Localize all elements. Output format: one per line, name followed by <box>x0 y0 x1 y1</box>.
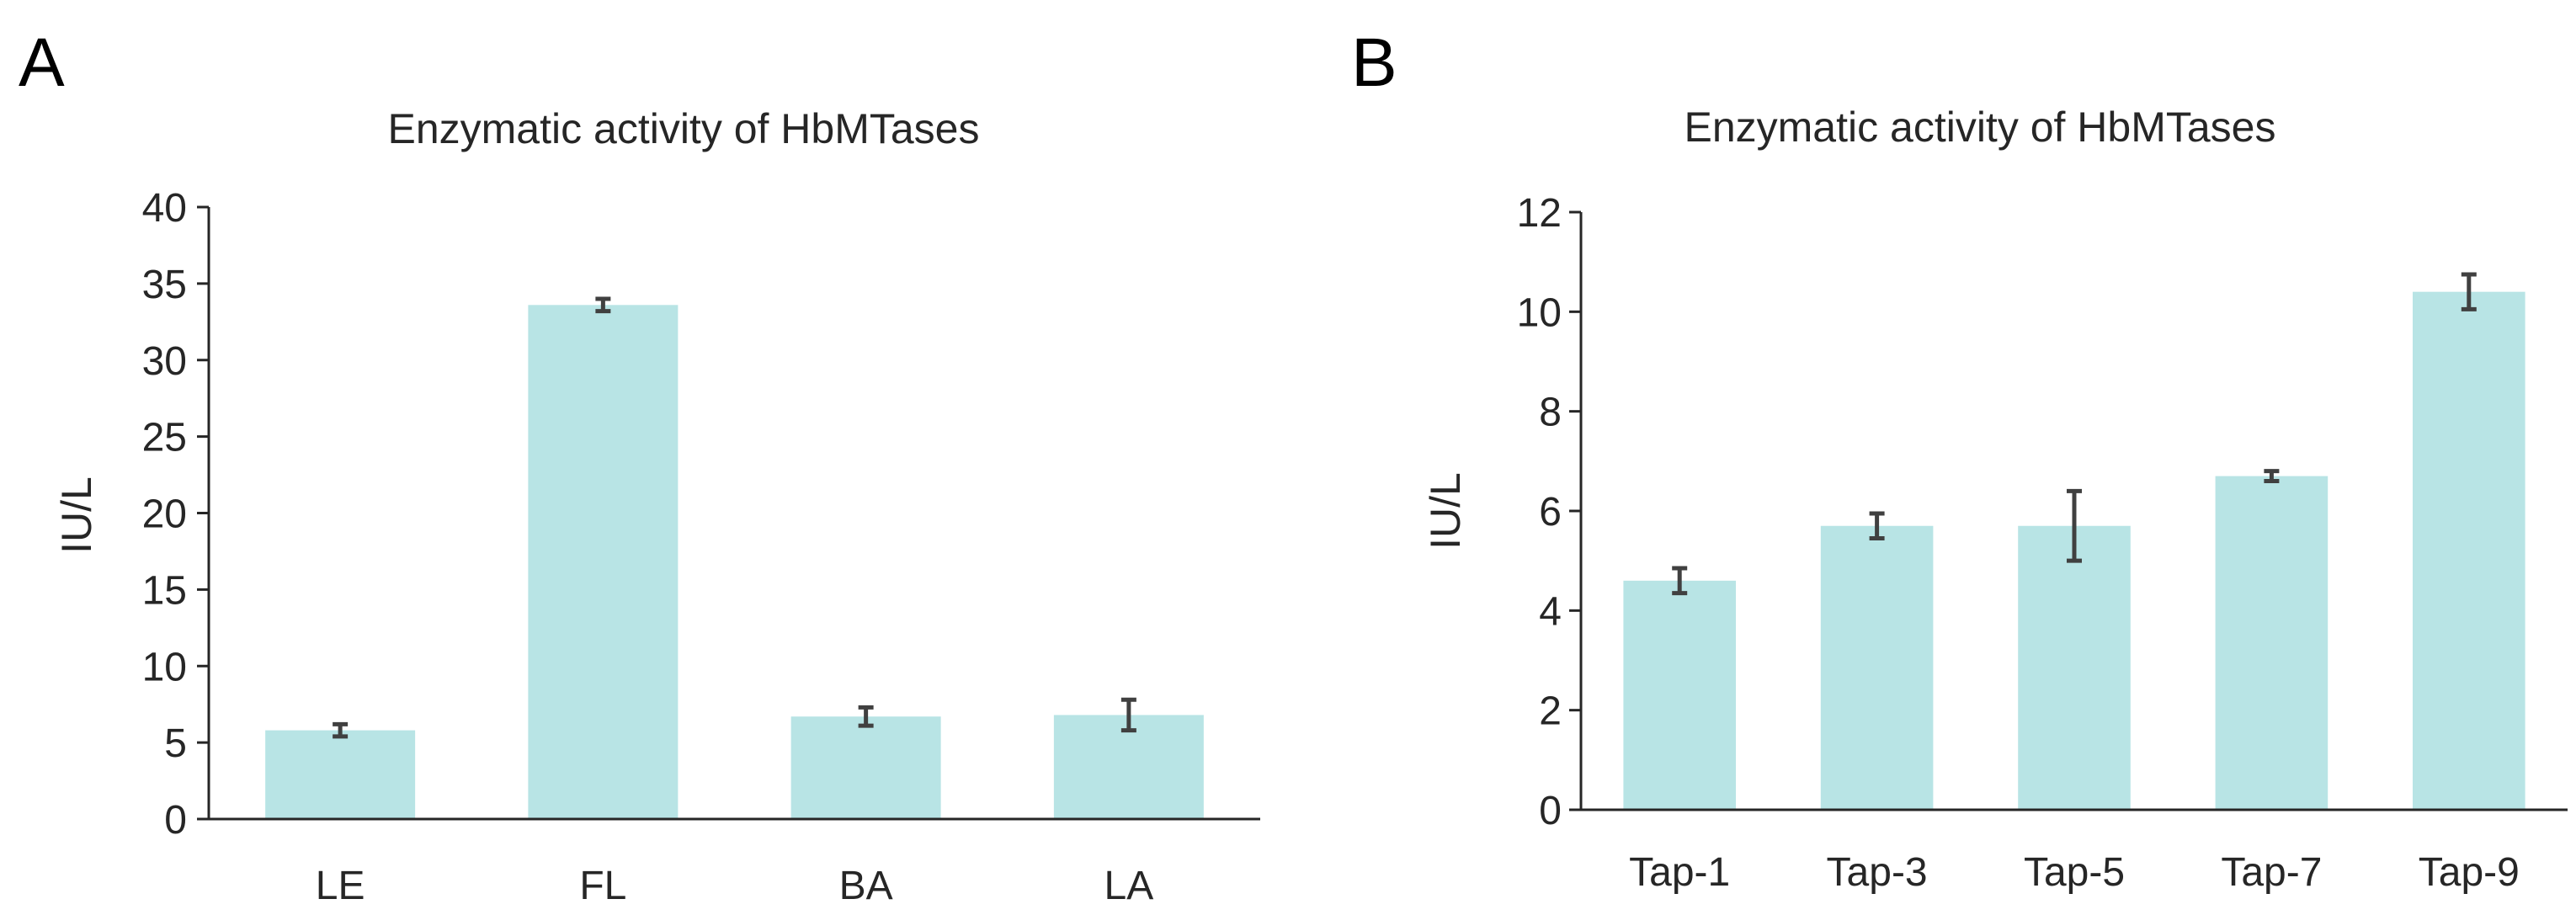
panel-a-bars <box>265 305 1204 819</box>
panel-a-bar-ba <box>790 716 941 819</box>
panel-b-bars <box>1623 291 2525 811</box>
panel-b-x-ticks: Tap-1 Tap-3 Tap-5 Tap-7 Tap-9 <box>1629 850 2520 895</box>
panel-a-y-axis-label: IU/L <box>53 476 100 554</box>
panel-a-x-tick-label-la: LA <box>1104 864 1154 908</box>
panel-a: A Enzymatic activity of HbMTases IU/L 0 5… <box>19 24 1260 908</box>
panel-b-bar-tap-3 <box>1820 525 1934 810</box>
panel-b-y-tick-label-6: 12 <box>1517 191 1562 236</box>
panel-b-y-ticks: 0 2 4 6 8 10 12 <box>1517 191 1581 833</box>
panel-a-y-ticks: 0 5 10 15 20 25 30 35 40 <box>142 186 209 843</box>
panel-b: B Enzymatic activity of HbMTases IU/L 0 2… <box>1351 24 2568 895</box>
panel-b-y-tick-label-2: 4 <box>1539 589 1562 634</box>
panel-b-y-tick-label-3: 6 <box>1539 490 1562 535</box>
panel-b-x-tick-label-tap-1: Tap-1 <box>1629 850 1730 895</box>
panel-b-x-tick-label-tap-9: Tap-9 <box>2419 850 2520 895</box>
panel-a-y-tick-label-5: 25 <box>142 416 187 460</box>
panel-b-error-bar-tap-7 <box>2264 469 2280 483</box>
panel-b-bar-tap-9 <box>2412 291 2525 811</box>
panel-a-y-tick-label-6: 30 <box>142 339 187 384</box>
panel-b-error-bars <box>1672 272 2477 596</box>
panel-a-y-tick-label-0: 0 <box>164 798 187 843</box>
panel-a-error-bar-ba <box>858 705 874 728</box>
panel-a-y-tick-label-8: 40 <box>142 186 187 231</box>
panel-a-y-tick-label-1: 5 <box>164 721 187 766</box>
panel-a-y-tick-label-7: 35 <box>142 263 187 307</box>
panel-b-error-bar-tap-9 <box>2461 272 2477 311</box>
panel-a-y-tick-label-2: 10 <box>142 645 187 689</box>
panel-a-bar-le <box>265 730 416 819</box>
panel-b-error-bar-tap-1 <box>1672 566 1688 596</box>
panel-b-x-tick-label-tap-5: Tap-5 <box>2024 850 2125 895</box>
panel-b-title: Enzymatic activity of HbMTases <box>1685 104 2276 151</box>
panel-a-y-tick-label-3: 15 <box>142 568 187 613</box>
panel-b-label: B <box>1351 24 1397 101</box>
panel-a-x-ticks: LE FL BA LA <box>316 864 1153 908</box>
panel-b-bar-tap-5 <box>2018 525 2131 810</box>
panel-b-error-bar-tap-3 <box>1869 511 1885 541</box>
panel-a-x-tick-label-ba: BA <box>839 864 893 908</box>
panel-a-error-bars <box>333 296 1136 739</box>
panel-b-x-tick-label-tap-7: Tap-7 <box>2221 850 2322 895</box>
panel-b-error-bar-tap-5 <box>2067 488 2082 563</box>
panel-b-y-tick-label-5: 10 <box>1517 290 1562 335</box>
panel-a-label: A <box>19 24 65 101</box>
panel-b-y-tick-label-4: 8 <box>1539 391 1562 435</box>
panel-a-error-bar-fl <box>595 296 611 314</box>
panel-b-bar-tap-7 <box>2215 476 2329 810</box>
panel-a-y-tick-label-4: 20 <box>142 492 187 537</box>
panel-b-y-tick-label-1: 2 <box>1539 689 1562 734</box>
panel-b-y-axis-label: IU/L <box>1422 472 1469 550</box>
panel-a-bar-fl <box>528 305 679 819</box>
panel-b-x-tick-label-tap-3: Tap-3 <box>1827 850 1928 895</box>
panel-b-y-tick-label-0: 0 <box>1539 789 1562 833</box>
panel-a-x-tick-label-le: LE <box>316 864 365 908</box>
panel-a-error-bar-le <box>333 721 349 739</box>
panel-a-title: Enzymatic activity of HbMTases <box>388 105 980 152</box>
panel-a-x-tick-label-fl: FL <box>579 864 626 908</box>
panel-b-bar-tap-1 <box>1623 580 1737 810</box>
panel-a-error-bar-la <box>1120 697 1136 733</box>
